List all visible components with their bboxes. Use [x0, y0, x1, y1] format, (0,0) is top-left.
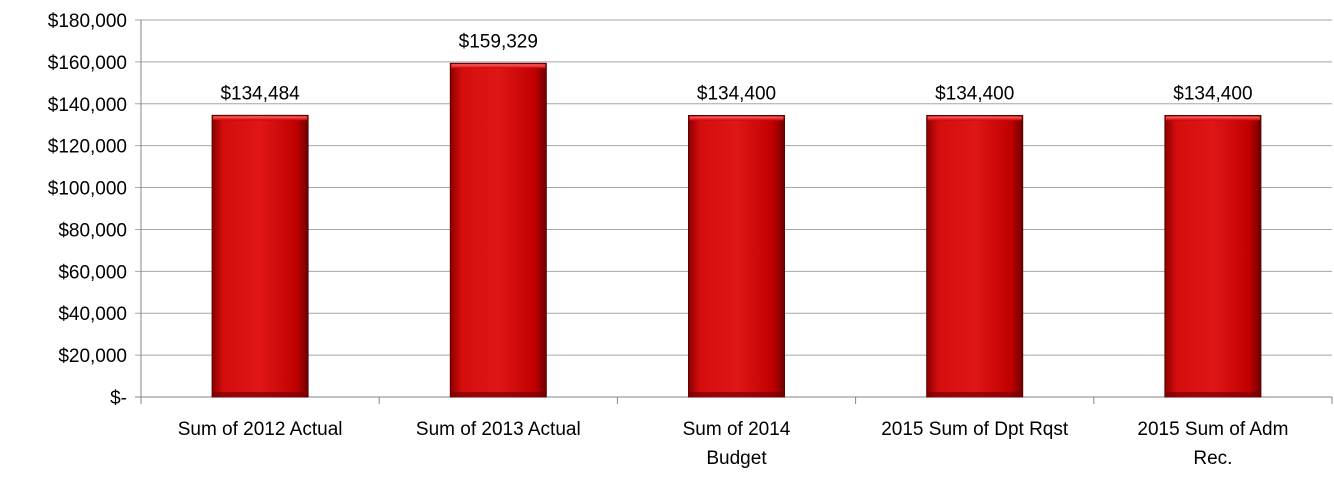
bar — [1164, 115, 1262, 398]
bar-bottom-bevel — [451, 392, 546, 396]
y-tick-label: $20,000 — [58, 346, 127, 367]
bars — [211, 62, 1262, 398]
data-label: $134,400 — [697, 84, 776, 105]
bar — [688, 115, 785, 398]
y-tick-label: $80,000 — [58, 220, 127, 241]
bar — [449, 62, 547, 398]
y-tick-label: $140,000 — [48, 95, 127, 116]
data-label: $134,400 — [935, 84, 1014, 105]
y-tick-label: $60,000 — [58, 262, 127, 283]
bar-top-bevel — [451, 64, 546, 69]
y-tick-label: $- — [110, 388, 127, 409]
bar-bottom-bevel — [1165, 392, 1260, 396]
bar-top-bevel — [689, 116, 784, 121]
x-category-label: 2015 Sum of Dpt Rqst — [881, 419, 1069, 440]
data-label: $134,400 — [1173, 84, 1252, 105]
data-label: $159,329 — [459, 31, 538, 52]
labels: $- $20,000 $40,000 $60,000 $80,000 $100,000 $1… — [48, 11, 1289, 469]
x-category-label: 2015 Sum of Adm — [1137, 419, 1288, 440]
y-tick-label: $40,000 — [58, 304, 127, 325]
bar — [926, 115, 1024, 398]
x-category-label: Sum of 2014 — [683, 419, 791, 440]
x-category-label: Sum of 2012 Actual — [178, 419, 343, 440]
data-label: $134,484 — [220, 83, 300, 104]
bar-bottom-bevel — [927, 392, 1022, 396]
y-tick-label: $180,000 — [48, 11, 127, 32]
bar-bottom-bevel — [689, 392, 784, 396]
bar-top-bevel — [1165, 116, 1260, 121]
bar-top-bevel — [927, 116, 1022, 121]
y-tick-label: $120,000 — [48, 137, 127, 158]
y-tick-label: $160,000 — [48, 53, 127, 74]
bar — [211, 114, 309, 398]
x-category-label: Rec. — [1193, 448, 1232, 469]
bar-bottom-bevel — [213, 392, 308, 396]
x-category-label: Budget — [706, 448, 767, 469]
x-category-label: Sum of 2013 Actual — [416, 419, 581, 440]
y-tick-label: $100,000 — [48, 179, 127, 200]
bar-top-bevel — [213, 116, 308, 121]
